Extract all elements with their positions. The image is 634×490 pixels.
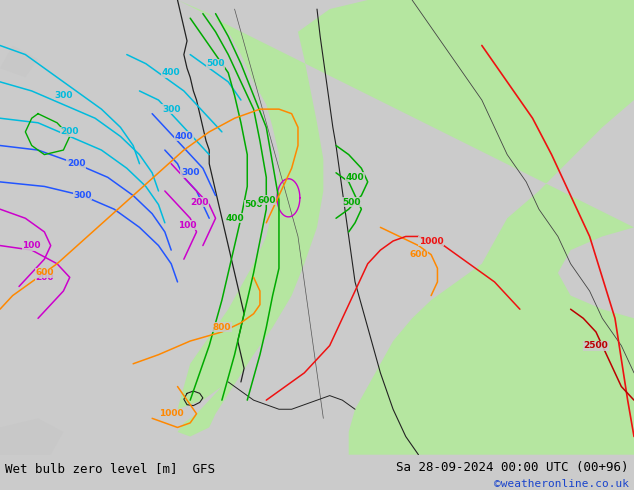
Text: 300: 300 [73,191,92,200]
Text: 600: 600 [257,196,276,205]
Text: 600: 600 [409,250,428,259]
Text: 400: 400 [346,173,365,182]
Polygon shape [178,0,634,455]
Text: 400: 400 [174,132,193,141]
Polygon shape [0,46,38,77]
Text: ©weatheronline.co.uk: ©weatheronline.co.uk [494,479,629,489]
Text: 500: 500 [342,198,361,207]
Text: 200: 200 [67,159,86,168]
Text: 300: 300 [181,168,200,177]
Text: 1000: 1000 [419,237,443,245]
Text: 500: 500 [244,200,263,209]
Text: 600: 600 [35,269,54,277]
Text: 1000: 1000 [159,409,183,418]
Text: Wet bulb zero level [m]  GFS: Wet bulb zero level [m] GFS [5,463,215,475]
Text: 400: 400 [225,214,244,223]
Text: 500: 500 [206,59,225,68]
Text: 300: 300 [162,105,181,114]
Text: 300: 300 [54,91,73,100]
Text: 800: 800 [212,323,231,332]
Text: 100: 100 [22,241,41,250]
Text: 400: 400 [162,68,181,77]
Text: 200: 200 [190,198,209,207]
Text: 2500: 2500 [583,341,609,350]
Polygon shape [0,418,63,455]
Text: Sa 28-09-2024 00:00 UTC (00+96): Sa 28-09-2024 00:00 UTC (00+96) [396,461,629,473]
Text: 200: 200 [60,127,79,136]
Text: 100: 100 [178,220,197,230]
Text: 200: 200 [35,273,54,282]
